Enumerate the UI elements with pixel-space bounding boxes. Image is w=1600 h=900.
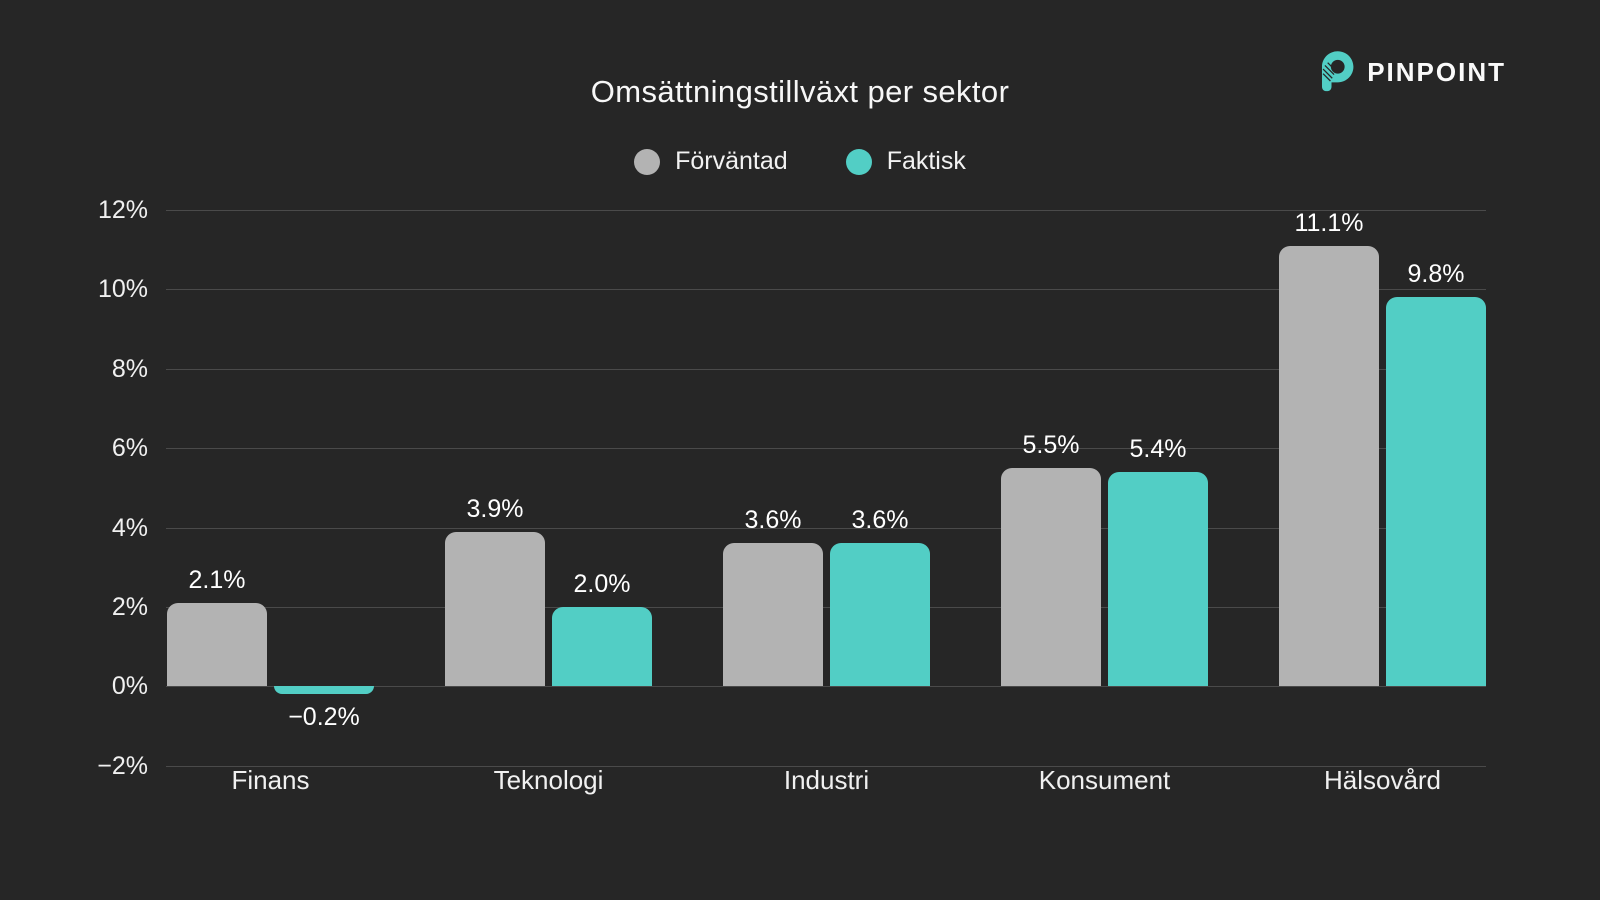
y-tick-label: 4% [111, 513, 148, 542]
bar-value-label: 2.1% [188, 566, 246, 595]
grid-line-4% [166, 527, 1486, 529]
pinpoint-logo-icon [1313, 47, 1357, 98]
grid-line-10% [166, 289, 1486, 291]
bar-förväntad-industri[interactable] [723, 543, 823, 687]
bar-value-label: 3.9% [466, 494, 524, 523]
grid-line-6% [166, 448, 1486, 450]
bar-value-label: 5.5% [1022, 431, 1080, 460]
y-tick-label: 6% [111, 434, 148, 463]
grid-line-12% [166, 210, 1486, 211]
brand-logo: PINPOINT [1313, 47, 1506, 98]
legend-label-forvantad: Förväntad [675, 147, 788, 175]
y-tick-label: 12% [97, 196, 148, 224]
bar-förväntad-hälsovård[interactable] [1279, 245, 1379, 687]
legend-label-faktisk: Faktisk [886, 147, 966, 175]
bar-förväntad-konsument[interactable] [1001, 468, 1101, 687]
x-axis-label-finans: Finans [231, 765, 310, 795]
grid-line-8% [166, 368, 1486, 370]
x-axis-label-industri: Industri [783, 765, 870, 795]
y-tick-label: 0% [111, 672, 148, 701]
bar-value-label: 5.4% [1129, 435, 1187, 464]
bar-faktisk-finans[interactable] [274, 686, 374, 695]
bar-value-label: 3.6% [744, 506, 802, 535]
bar-förväntad-teknologi[interactable] [445, 531, 545, 687]
x-axis-label-konsument: Konsument [1038, 765, 1171, 795]
bar-faktisk-konsument[interactable] [1108, 472, 1208, 687]
y-tick-label: 8% [111, 354, 148, 383]
bar-value-label: 2.0% [573, 570, 631, 598]
legend-item-forvantad[interactable]: Förväntad [634, 147, 788, 176]
bar-value-label: 9.8% [1407, 260, 1465, 289]
x-axis-label-hälsovård: Hälsovård [1323, 765, 1442, 795]
chart-title: Omsättningstillväxt per sektor [590, 74, 1010, 109]
y-tick-label: 10% [97, 275, 148, 304]
bar-value-label: 3.6% [851, 506, 909, 535]
chart-legend: Förväntad Faktisk [0, 147, 1600, 176]
plot-area [166, 210, 1486, 767]
grid-line-−2% [166, 765, 1486, 767]
bar-faktisk-teknologi[interactable] [552, 607, 652, 687]
grid-line-2% [166, 607, 1486, 608]
bar-faktisk-hälsovård[interactable] [1386, 297, 1486, 687]
bar-value-label: −0.2% [288, 703, 360, 732]
brand-name: PINPOINT [1367, 57, 1506, 87]
y-tick-label: −2% [97, 751, 148, 780]
legend-swatch-faktisk [845, 148, 872, 175]
bar-value-label: 11.1% [1294, 208, 1364, 237]
x-axis-label-teknologi: Teknologi [493, 765, 604, 795]
bar-faktisk-industri[interactable] [830, 543, 930, 687]
grid-line-0% [166, 686, 1486, 688]
legend-item-faktisk[interactable]: Faktisk [845, 147, 966, 176]
bar-förväntad-finans[interactable] [167, 603, 267, 687]
legend-swatch-forvantad [634, 148, 661, 175]
y-tick-label: 2% [111, 593, 148, 621]
